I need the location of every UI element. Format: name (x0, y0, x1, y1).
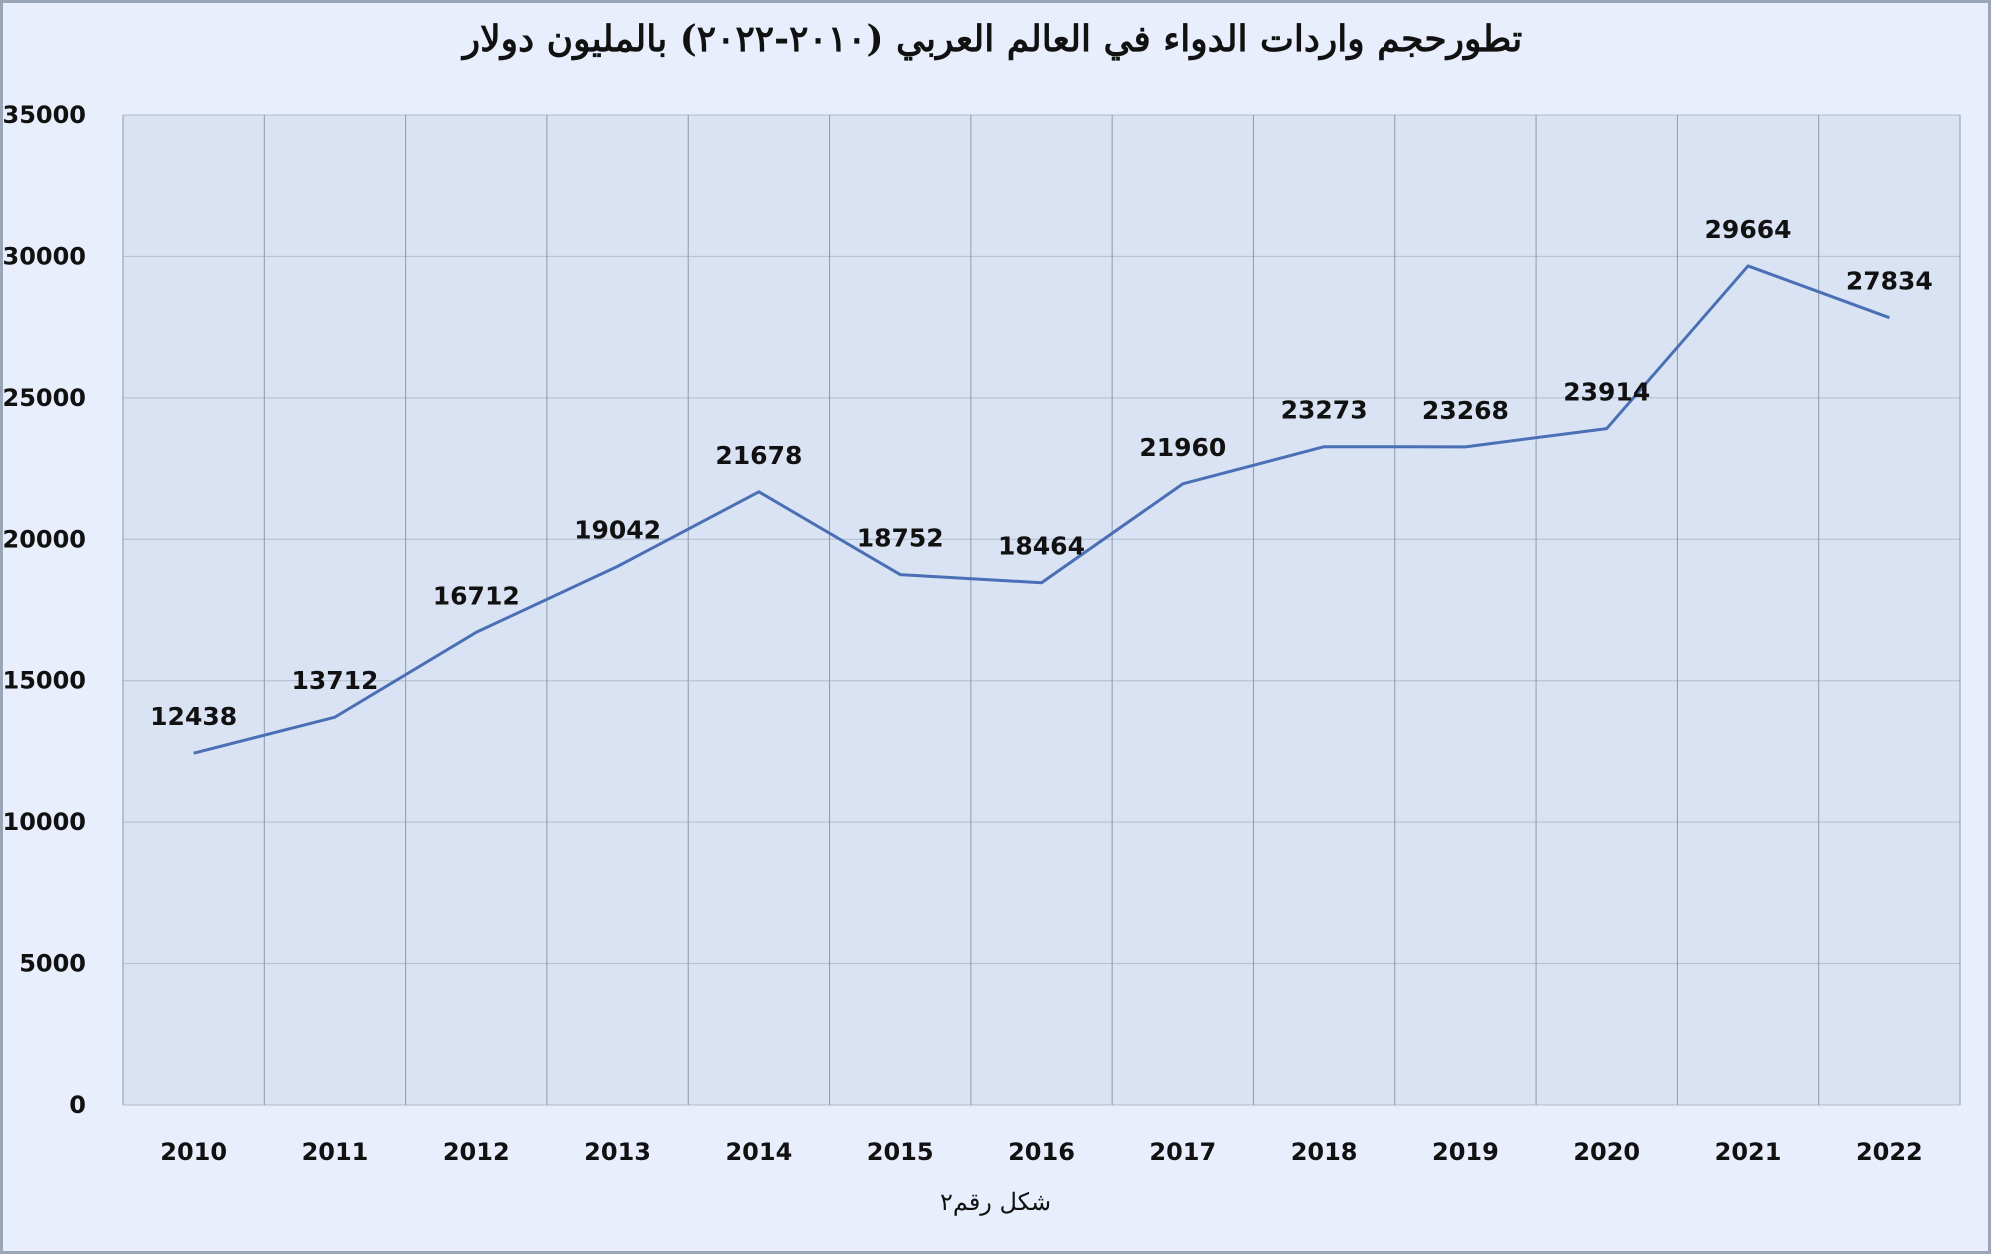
x-tick-label: 2017 (1149, 1138, 1216, 1166)
x-tick-label: 2018 (1291, 1138, 1358, 1166)
data-label: 16712 (433, 581, 520, 610)
data-label: 23268 (1422, 396, 1509, 425)
data-label: 23914 (1563, 378, 1650, 407)
x-tick-label: 2019 (1432, 1138, 1499, 1166)
data-label: 12438 (150, 702, 237, 731)
x-tick-label: 2020 (1573, 1138, 1640, 1166)
x-tick-label: 2015 (867, 1138, 934, 1166)
y-axis: 0 5000 10000 15000 20000 25000 30000 35000 (3, 101, 87, 1119)
data-label: 23273 (1281, 396, 1368, 425)
y-tick-label: 10000 (3, 808, 87, 836)
data-labels: 12438 13712 16712 19042 21678 18752 18464 21960… (150, 215, 1933, 731)
y-tick-label: 15000 (3, 667, 87, 695)
data-label: 21678 (715, 441, 802, 470)
x-tick-label: 2022 (1856, 1138, 1923, 1166)
data-label: 18752 (857, 524, 944, 553)
gridlines (122, 114, 1961, 1106)
x-tick-label: 2014 (725, 1138, 792, 1166)
y-tick-label: 35000 (3, 101, 87, 129)
plot-area (123, 115, 1960, 1105)
data-label: 18464 (998, 532, 1085, 561)
chart-title: تطورحجم واردات الدواء في العالم العربي (… (462, 18, 1523, 60)
y-tick-label: 30000 (3, 242, 87, 270)
x-tick-label: 2013 (584, 1138, 651, 1166)
x-tick-label: 2016 (1008, 1138, 1075, 1166)
data-label: 29664 (1705, 215, 1792, 244)
y-tick-label: 0 (69, 1091, 86, 1119)
data-label: 13712 (291, 666, 378, 695)
x-tick-label: 2021 (1715, 1138, 1782, 1166)
x-tick-label: 2012 (443, 1138, 510, 1166)
series-line (193, 264, 1890, 755)
y-tick-label: 25000 (3, 384, 87, 412)
data-label: 19042 (574, 515, 661, 544)
x-tick-label: 2010 (160, 1138, 227, 1166)
data-label: 27834 (1846, 267, 1933, 296)
y-tick-label: 20000 (3, 525, 87, 553)
data-label: 21960 (1139, 433, 1226, 462)
y-tick-label: 5000 (19, 950, 86, 978)
x-axis: 2010 2011 2012 2013 2014 2015 2016 2017 2018 2019… (160, 1138, 1922, 1166)
figure-caption: شكل رقم٢ (939, 1188, 1052, 1216)
x-tick-label: 2011 (302, 1138, 369, 1166)
